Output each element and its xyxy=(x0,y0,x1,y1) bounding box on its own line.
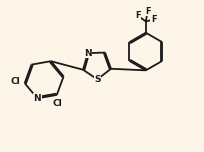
Text: N: N xyxy=(84,49,91,58)
Text: Cl: Cl xyxy=(11,77,20,86)
Text: F: F xyxy=(150,15,156,24)
Text: N: N xyxy=(33,94,41,103)
Text: S: S xyxy=(94,75,100,84)
Text: F: F xyxy=(134,11,140,20)
Text: F: F xyxy=(144,7,150,16)
Text: Cl: Cl xyxy=(53,99,62,108)
